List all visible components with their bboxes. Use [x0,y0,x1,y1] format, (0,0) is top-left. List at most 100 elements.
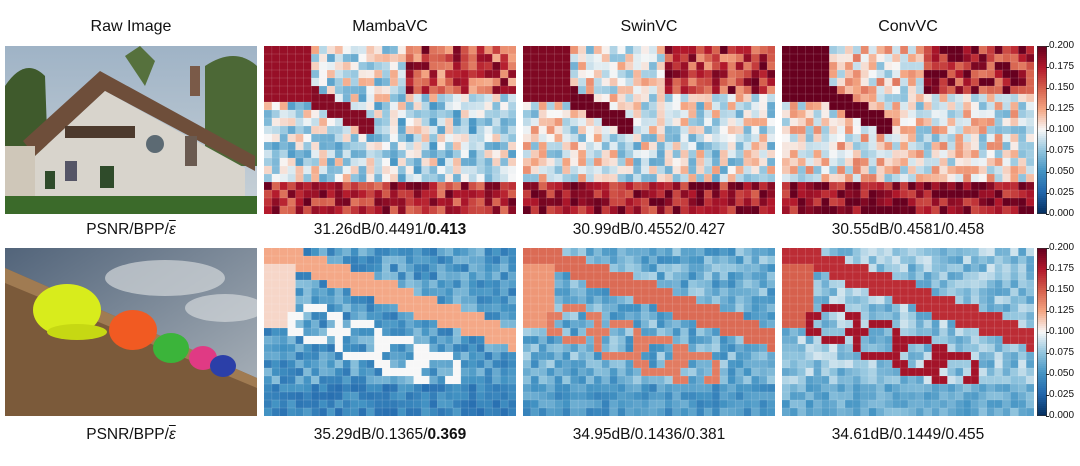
heatmap-cell [319,392,328,401]
heatmap-cell [852,304,862,313]
colorbar-step [1037,282,1047,285]
heatmap-cell [1018,198,1027,207]
heatmap-cell [508,296,516,305]
heatmap-cell [986,360,995,369]
heatmap-cell [727,46,736,55]
heatmap-cell [319,336,328,345]
heatmap-cell [460,304,470,313]
heatmap-cell [429,280,438,289]
colorbar-step [1037,256,1047,259]
heatmap-cell [500,126,509,135]
heatmap-cell [421,368,430,377]
heatmap-cell [837,320,846,329]
heatmap-cell [366,408,375,416]
heatmap-cell [327,368,336,377]
heatmap-cell [782,46,791,55]
heatmap-cell [712,288,721,297]
heatmap-cell [609,94,618,103]
heatmap-cell [845,360,854,369]
heatmap-cell [908,150,917,159]
epsilon-symbol: ε [168,426,176,443]
heatmap-cell [405,110,414,119]
heatmap-cell [751,264,760,273]
heatmap-cell [546,150,555,159]
heatmap-cell [672,304,681,313]
heatmap-cell [287,198,296,207]
heatmap-cell [743,344,752,353]
heatmap-cell [782,352,791,361]
heatmap-cell [955,312,964,321]
heatmap-cell [264,62,273,71]
heatmap-cell [680,198,689,207]
caption-hats-raw: PSNR/BPP/ε [5,426,257,444]
heatmap-cell [963,134,972,143]
heatmap-cell [751,46,760,55]
colorbar-tick-label: 0.075 [1045,145,1075,156]
heatmap-cell [311,344,320,353]
heatmap-cell [593,304,603,313]
heatmap-cell [429,392,438,401]
heatmap-cell [963,70,972,79]
heatmap-cell [900,182,909,191]
colorbar-step [1037,368,1047,371]
heatmap-cell [311,248,320,257]
heatmap-cell [625,134,634,143]
heatmap-cell [350,400,359,409]
heatmap-cell [609,272,618,281]
heatmap-cell [845,182,854,191]
heatmap-cell [334,368,344,377]
heatmap-cell [688,272,697,281]
heatmap-cell [759,312,768,321]
heatmap-cell [719,118,729,127]
heatmap-cell [751,344,760,353]
heatmap-cell [688,174,697,183]
heatmap-cell [460,70,470,79]
heatmap-cell [751,352,760,361]
heatmap-cell [727,392,736,401]
heatmap-cell [994,126,1003,135]
heatmap-cell [1010,110,1019,119]
heatmap-cell [633,376,642,385]
heatmap-cell [727,384,736,393]
heatmap-cell [931,126,940,135]
heatmap-cell [311,110,320,119]
colorbar-tick-label: 0.175 [1045,263,1075,274]
heatmap-cell [696,158,705,167]
heatmap-cell [460,46,470,55]
heatmap-cell [688,280,697,289]
heatmap-cell [279,280,288,289]
heatmap-cell [303,46,312,55]
heatmap-cell [319,46,328,55]
heatmap-cell [303,198,312,207]
heatmap-cell [586,126,595,135]
heatmap-cell [374,158,383,167]
heatmap-cell [554,70,563,79]
heatmap-cell [374,134,383,143]
heatmap-cell [971,158,980,167]
heatmap-cell [852,46,862,55]
heatmap-cell [649,102,658,111]
heatmap-cell [743,110,752,119]
heatmap-cell [789,198,799,207]
heatmap-cell [767,248,775,257]
heatmap-cell [271,78,281,87]
heatmap-cell [743,94,752,103]
heatmap-cell [672,360,681,369]
heatmap-cell [413,408,422,416]
heatmap-cell [923,264,932,273]
heatmap-cell [429,174,438,183]
heatmap-cell [484,360,493,369]
heatmap-cell [578,198,587,207]
heatmap-cell [797,288,806,297]
colorbar-step [1037,74,1047,77]
heatmap-cell [366,190,375,199]
heatmap-cell [437,392,446,401]
heatmap-cell [782,70,791,79]
heatmap-cell [641,54,650,63]
heatmap-cell [672,94,681,103]
heatmap-cell [445,360,454,369]
heatmap-cell [1018,392,1027,401]
heatmap-cell [413,110,422,119]
heatmap-cell [303,344,312,353]
heatmap-cell [672,118,681,127]
